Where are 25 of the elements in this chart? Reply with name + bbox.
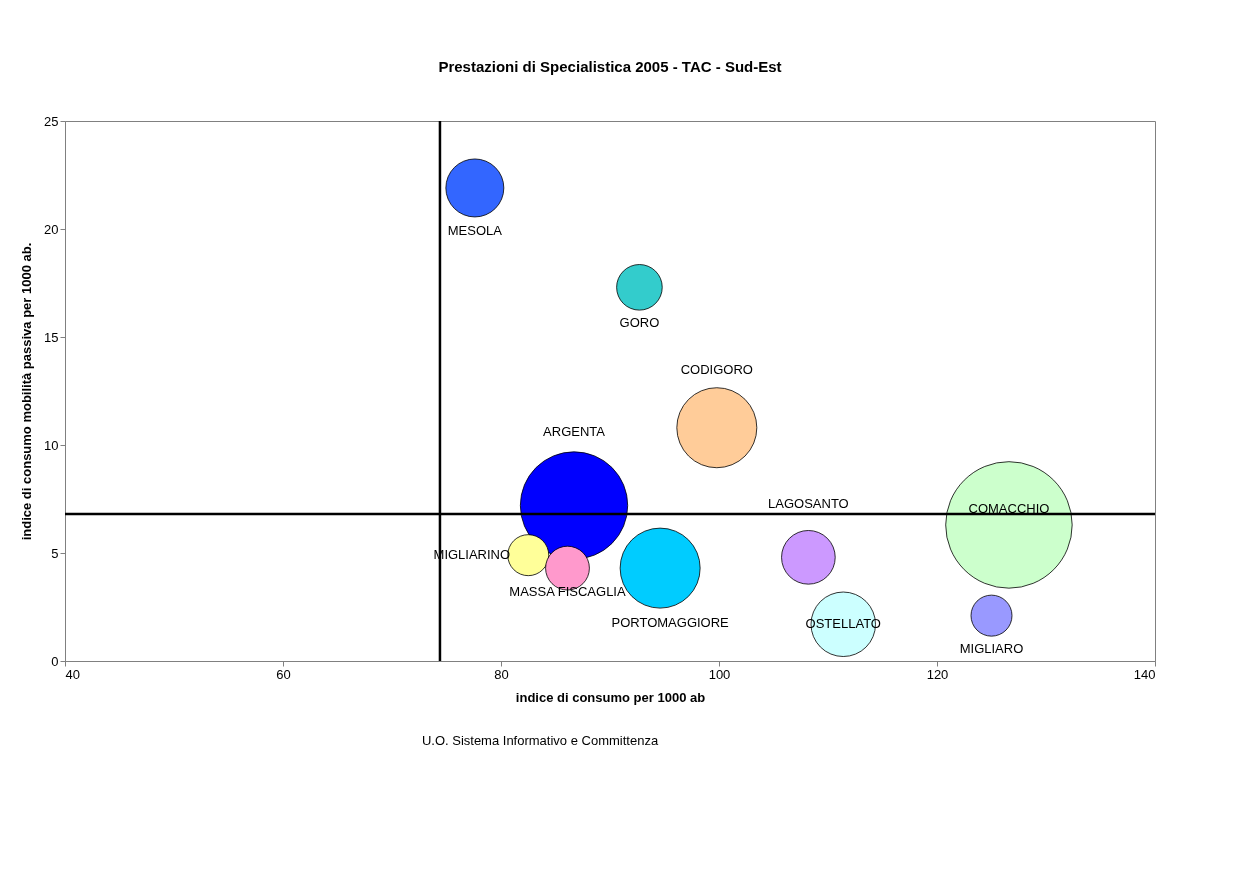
text: U.O. Sistema Informativo e Committenza xyxy=(421,733,659,748)
y-tick-label: 25 xyxy=(44,113,59,129)
x-tick-label: 120 xyxy=(926,666,949,682)
y-axis-title: indice di consumo mobilità passiva per 1000 ab. xyxy=(19,242,35,541)
y-tick-label: 0 xyxy=(51,653,59,669)
text: LAGOSANTO xyxy=(768,496,849,512)
y-tick-label: 10 xyxy=(44,437,59,453)
y-tick-label: 20 xyxy=(44,221,59,237)
x-tick-label: 80 xyxy=(494,666,509,682)
series-label: ARGENTA xyxy=(543,423,606,439)
series-label: COMACCHIO xyxy=(968,500,1050,516)
series-label: CODIGORO xyxy=(680,361,753,377)
series-label: PORTOMAGGIORE xyxy=(611,615,730,631)
x-tick-label: 100 xyxy=(708,666,731,682)
x-axis-title: indice di consumo per 1000 ab xyxy=(515,689,706,705)
series-label: GORO xyxy=(619,315,660,331)
x-tick-label: 60 xyxy=(276,666,291,682)
y-tick-label: 5 xyxy=(51,545,59,561)
chart-title: Prestazioni di Specialistica 2005 - TAC - Sud-Est xyxy=(438,58,782,75)
x-tick-label: 40 xyxy=(65,666,80,682)
series-label: MASSA FISCAGLIA xyxy=(509,583,626,599)
series-label: MESOLA xyxy=(447,222,503,238)
x-tick-label: 140 xyxy=(1133,666,1156,682)
series-label: MIGLIARO xyxy=(959,640,1024,656)
y-tick-label: 15 xyxy=(44,329,59,345)
